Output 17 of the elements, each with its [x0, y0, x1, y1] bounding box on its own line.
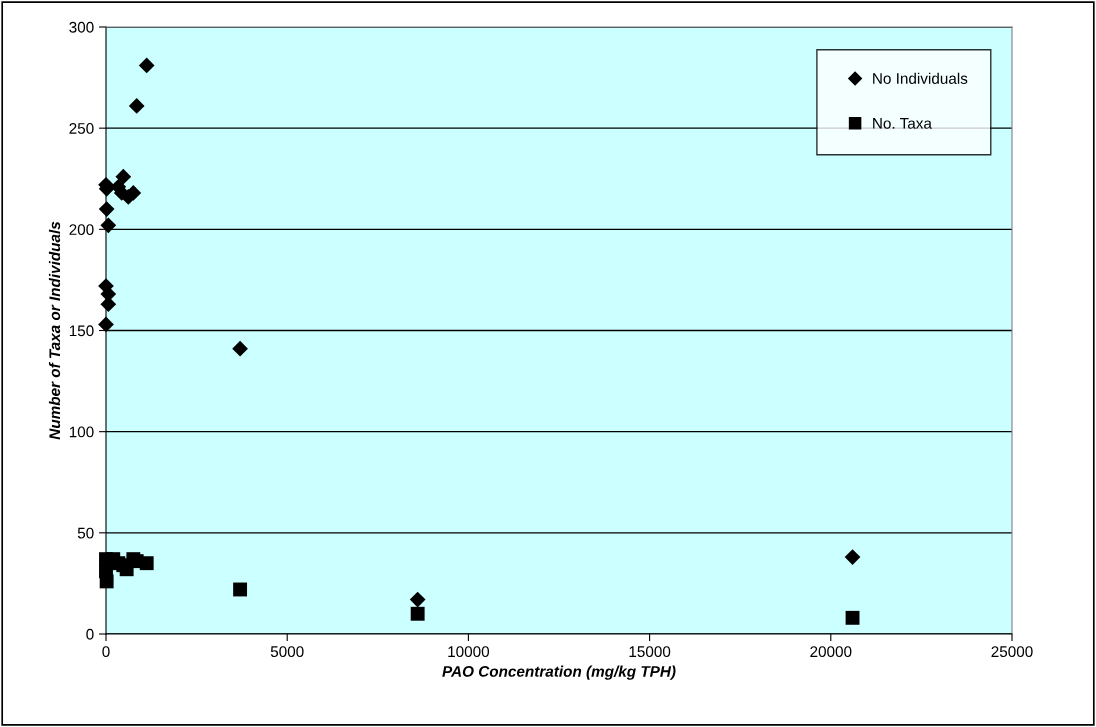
y-tick-label: 200 [69, 224, 94, 236]
legend-label: No. Taxa [873, 118, 932, 129]
x-tick-label: 15000 [629, 646, 671, 658]
y-tick-label: 150 [69, 325, 94, 337]
y-axis-title: Number of Taxa or Individuals [48, 221, 61, 440]
x-tick-label: 25000 [991, 646, 1033, 658]
x-tick-label: 0 [102, 646, 110, 658]
y-tick-label: 0 [86, 628, 94, 640]
x-tick-label: 10000 [448, 646, 490, 658]
legend-label: No Individuals [873, 72, 968, 84]
y-tick-label: 300 [69, 21, 94, 33]
y-tick-label: 50 [77, 527, 94, 539]
x-tick-label: 5000 [270, 646, 304, 658]
x-tick-label: 20000 [810, 646, 852, 658]
x-axis-title: PAO Concentration (mg/kg TPH) [442, 665, 676, 680]
y-tick-label: 100 [69, 426, 94, 438]
y-tick-label: 250 [69, 123, 94, 134]
